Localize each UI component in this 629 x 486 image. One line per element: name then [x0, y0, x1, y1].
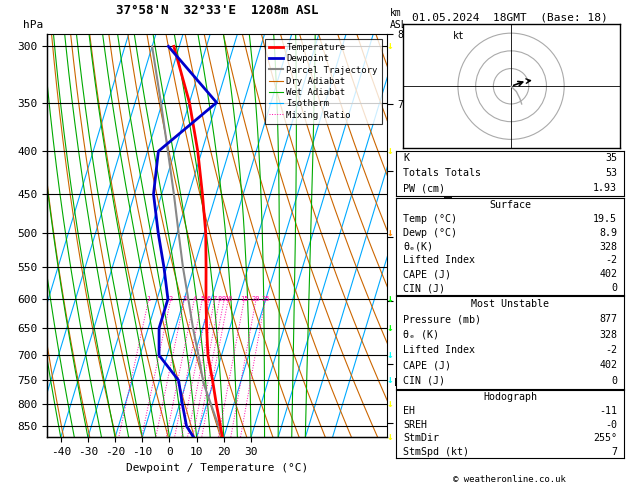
Text: 15: 15: [240, 296, 248, 302]
Text: -0: -0: [605, 419, 617, 430]
Text: CIN (J): CIN (J): [403, 283, 445, 293]
Text: 1: 1: [147, 296, 151, 302]
Text: -11: -11: [599, 406, 617, 416]
Text: 8: 8: [218, 296, 222, 302]
Text: -2: -2: [605, 345, 617, 355]
Text: 35: 35: [605, 153, 617, 163]
Text: ↓: ↓: [387, 146, 393, 156]
Text: 3: 3: [182, 296, 186, 302]
Text: 402: 402: [599, 269, 617, 279]
Text: Dewp (°C): Dewp (°C): [403, 227, 457, 238]
Text: © weatheronline.co.uk: © weatheronline.co.uk: [453, 474, 566, 484]
Text: 7: 7: [611, 447, 617, 457]
Text: ↓: ↓: [387, 41, 393, 52]
Text: 19.5: 19.5: [593, 214, 617, 224]
Text: Lifted Index: Lifted Index: [403, 256, 475, 265]
Text: 8.9: 8.9: [599, 227, 617, 238]
Text: 0: 0: [611, 283, 617, 293]
Text: 7: 7: [213, 296, 217, 302]
Text: -2: -2: [605, 256, 617, 265]
Text: 402: 402: [599, 360, 617, 370]
Text: 9: 9: [222, 296, 226, 302]
Text: θₑ (K): θₑ (K): [403, 330, 439, 340]
Text: CAPE (J): CAPE (J): [403, 360, 451, 370]
Text: 37°58'N  32°33'E  1208m ASL: 37°58'N 32°33'E 1208m ASL: [116, 4, 318, 17]
Text: Temp (°C): Temp (°C): [403, 214, 457, 224]
Text: 328: 328: [599, 330, 617, 340]
Text: Surface: Surface: [489, 200, 531, 210]
Legend: Temperature, Dewpoint, Parcel Trajectory, Dry Adiabat, Wet Adiabat, Isotherm, Mi: Temperature, Dewpoint, Parcel Trajectory…: [265, 38, 382, 124]
Text: kt: kt: [453, 32, 464, 41]
Text: PW (cm): PW (cm): [403, 183, 445, 193]
Text: ↓: ↓: [387, 323, 393, 333]
Text: 4: 4: [192, 296, 196, 302]
Text: Lifted Index: Lifted Index: [403, 345, 475, 355]
X-axis label: Dewpoint / Temperature (°C): Dewpoint / Temperature (°C): [126, 463, 308, 473]
Text: Totals Totals: Totals Totals: [403, 168, 481, 178]
Text: 0: 0: [611, 376, 617, 386]
Text: StmSpd (kt): StmSpd (kt): [403, 447, 469, 457]
Text: SREH: SREH: [403, 419, 427, 430]
Text: CIN (J): CIN (J): [403, 376, 445, 386]
Text: 10: 10: [224, 296, 233, 302]
Text: ↓: ↓: [387, 227, 393, 238]
Text: 255°: 255°: [593, 433, 617, 443]
Text: StmDir: StmDir: [403, 433, 439, 443]
Text: 01.05.2024  18GMT  (Base: 18): 01.05.2024 18GMT (Base: 18): [411, 12, 608, 22]
Text: 20: 20: [252, 296, 260, 302]
Text: 877: 877: [599, 314, 617, 324]
Text: ↓: ↓: [387, 294, 393, 304]
Text: K: K: [403, 153, 409, 163]
Text: ↓: ↓: [387, 375, 393, 385]
Text: θₑ(K): θₑ(K): [403, 242, 433, 252]
Text: EH: EH: [403, 406, 415, 416]
Text: 2: 2: [169, 296, 173, 302]
Text: ↓: ↓: [387, 350, 393, 360]
Text: Hodograph: Hodograph: [483, 392, 537, 402]
Text: Most Unstable: Most Unstable: [471, 299, 549, 309]
Text: 6: 6: [207, 296, 211, 302]
Text: 328: 328: [599, 242, 617, 252]
Y-axis label: Mixing Ratio (g/kg): Mixing Ratio (g/kg): [445, 180, 455, 292]
Text: 25: 25: [261, 296, 270, 302]
Text: LCL: LCL: [394, 378, 411, 388]
Text: 53: 53: [605, 168, 617, 178]
Text: ↓: ↓: [387, 399, 393, 409]
Text: km
ASL: km ASL: [390, 8, 408, 30]
Text: CAPE (J): CAPE (J): [403, 269, 451, 279]
Text: 1.93: 1.93: [593, 183, 617, 193]
Text: 5: 5: [200, 296, 204, 302]
Text: Pressure (mb): Pressure (mb): [403, 314, 481, 324]
Text: ↓: ↓: [387, 433, 393, 442]
Text: hPa: hPa: [23, 20, 43, 30]
